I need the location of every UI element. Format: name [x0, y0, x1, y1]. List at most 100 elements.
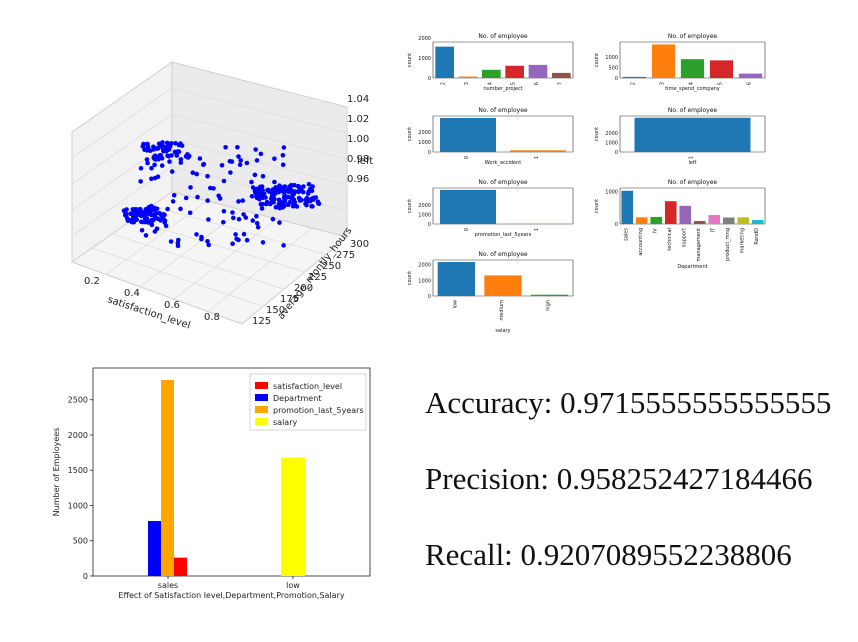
scatter-point — [223, 145, 228, 150]
scatter-point — [168, 239, 174, 244]
y-tick-label: 2000 — [418, 130, 431, 136]
scatter-point — [154, 226, 160, 231]
x-tick-label: 1 — [689, 156, 695, 159]
x-tick-label: 4 — [487, 82, 493, 85]
bar-promotion_last_5years — [161, 379, 174, 576]
countplot-title: No. of employee — [478, 251, 527, 258]
x-tick-label: low — [452, 300, 458, 309]
scatter-point — [250, 185, 256, 190]
scatter-point — [169, 169, 175, 174]
x-axis-label: salary — [495, 328, 510, 334]
scatter-point — [142, 210, 147, 215]
y-tick-label: 2000 — [418, 203, 431, 209]
plot-frame — [92, 367, 371, 577]
scatter-point — [139, 219, 144, 225]
x-tick-label: 0 — [464, 156, 470, 159]
scatter-point — [155, 174, 161, 179]
z-axis-label: left — [357, 156, 373, 167]
legend-swatch — [255, 418, 268, 425]
scatter-point — [249, 179, 254, 185]
z-tick-label: 0.96 — [347, 174, 369, 185]
scatter-point — [296, 195, 302, 201]
y-tick-label: 1000 — [605, 140, 618, 146]
scatter-point — [160, 140, 165, 145]
scatter-point — [208, 185, 213, 191]
effect-bar-chart: 0 500 1000 1500 2000 2500 Number of Employees s… — [45, 360, 390, 610]
x-tick-label: 1 — [534, 228, 540, 231]
scatter-point — [238, 158, 243, 163]
effect-bar-chart-svg: 0 500 1000 1500 2000 2500 Number of Employees s… — [52, 367, 371, 600]
bar-satisfaction_level — [174, 557, 187, 576]
scatter-point — [272, 179, 277, 185]
scatter-point — [228, 170, 233, 175]
x-tick-label: marketing — [739, 228, 745, 253]
scatter-point — [178, 206, 183, 212]
y-axis-label: Number of Employees — [52, 428, 61, 517]
grid-line — [71, 87, 348, 159]
bar — [635, 217, 648, 224]
scatter-point — [139, 228, 145, 233]
z-tick-label: 1.04 — [347, 94, 369, 105]
scatter-point — [143, 233, 149, 238]
scatter-point — [176, 142, 182, 148]
bar — [458, 76, 478, 78]
scatter-point — [199, 236, 204, 242]
scatter-point — [280, 153, 286, 158]
scatter-point — [297, 187, 302, 192]
scatter-point — [159, 213, 164, 218]
scatter-point — [231, 215, 236, 221]
y-tick-label: 0 — [428, 294, 431, 300]
scatter-point — [241, 231, 247, 237]
scatter-point — [146, 205, 152, 210]
legend-swatch — [255, 406, 268, 413]
y-tick-label: 250 — [322, 261, 341, 272]
x-tick-label: 0.8 — [204, 312, 220, 323]
y-tick-label: 2000 — [68, 431, 88, 440]
countplot-Work_accident: No. of employee 0 1000 2000 count 0 1 Work_acci… — [407, 107, 574, 166]
x-tick-label: IT — [710, 227, 716, 232]
x-tick-label: 4 — [689, 82, 695, 85]
grid-line — [111, 233, 285, 290]
scatter-point — [170, 199, 176, 204]
scatter-point — [221, 219, 226, 225]
scatter-point — [206, 242, 211, 248]
y-axis-label: count — [407, 199, 413, 213]
scatter-point — [138, 166, 144, 171]
scatter-point — [194, 232, 199, 237]
scatter-point — [236, 154, 241, 159]
x-tick-label: 2 — [441, 82, 447, 85]
scatter-point — [316, 201, 322, 207]
legend-box — [249, 373, 367, 431]
bar — [650, 216, 663, 224]
x-tick-label: medium — [499, 300, 505, 321]
y-tick-label: 1000 — [418, 56, 431, 62]
scatter-point — [173, 141, 178, 146]
scatter-point — [293, 189, 298, 194]
x-tick-label: RandD — [754, 228, 760, 245]
scatter-point — [219, 163, 225, 168]
scatter-point — [187, 210, 193, 216]
scatter-point — [282, 193, 287, 198]
x-tick-label: support — [681, 228, 687, 247]
scatter-point — [291, 201, 296, 206]
scatter-point — [159, 163, 165, 168]
grid-line — [207, 227, 313, 312]
y-tick-label: 150 — [266, 305, 285, 316]
y-axis-label: count — [407, 271, 413, 285]
grid-line — [131, 219, 306, 273]
scatter-point — [263, 195, 268, 200]
bar — [437, 262, 475, 296]
scatter-point — [243, 215, 249, 220]
scatter-point — [250, 218, 256, 223]
scatter-point — [171, 193, 177, 198]
x-tick-label: 3 — [660, 82, 666, 85]
x-axis-label: number_project — [483, 86, 522, 92]
y-tick-label: 0 — [615, 150, 618, 156]
scatter-point — [310, 184, 315, 189]
scatter-point — [254, 158, 260, 163]
legend-swatch — [255, 382, 268, 389]
scatter-point — [149, 165, 154, 171]
scatter-3d-panel: 0.96 0.98 1.00 1.02 1.04 left 0.2 0.4 0.6 0.8 sati… — [52, 52, 382, 342]
countplot-time_spend_company: No. of employee 0 500 1000 count 2 3 4 5 6 time_sp… — [594, 33, 766, 92]
scatter-point — [162, 220, 167, 225]
